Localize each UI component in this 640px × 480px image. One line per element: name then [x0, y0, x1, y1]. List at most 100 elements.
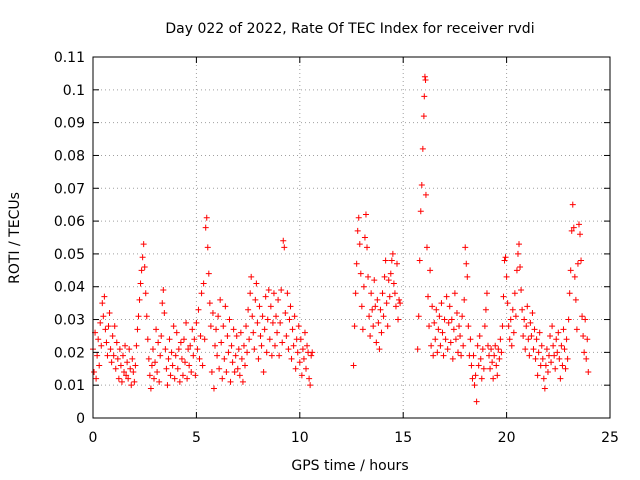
y-tick-label: 0.04: [54, 280, 85, 296]
data-point: [419, 145, 426, 152]
data-point: [469, 375, 476, 382]
data-point: [479, 346, 486, 353]
data-point: [132, 362, 139, 369]
data-point: [258, 342, 265, 349]
data-point: [464, 273, 471, 280]
data-point: [434, 349, 441, 356]
data-point: [517, 264, 524, 271]
data-point: [219, 375, 226, 382]
data-point: [229, 359, 236, 366]
data-point: [574, 260, 581, 267]
data-point: [472, 372, 479, 379]
data-point: [470, 352, 477, 359]
data-point: [156, 378, 163, 385]
data-point: [524, 303, 531, 310]
data-point: [129, 355, 136, 362]
data-point: [189, 326, 196, 333]
data-point: [273, 313, 280, 320]
data-point: [185, 346, 192, 353]
data-point: [526, 352, 533, 359]
data-point: [206, 300, 213, 307]
data-point: [148, 362, 155, 369]
data-point: [190, 352, 197, 359]
data-point: [499, 323, 506, 330]
data-point: [212, 342, 219, 349]
data-point: [556, 355, 563, 362]
data-point: [145, 355, 152, 362]
y-tick-label: 0.08: [54, 148, 85, 164]
data-point: [234, 365, 241, 372]
data-point: [278, 287, 285, 294]
data-point: [240, 342, 247, 349]
data-point: [447, 339, 454, 346]
y-tick-labels: 0 0.01 0.02 0.03 0.04 0.05 0.06 0.07 0.08 0.09 0.1…: [54, 50, 85, 427]
data-point: [182, 359, 189, 366]
data-point: [570, 224, 577, 231]
data-point: [378, 329, 385, 336]
data-point: [416, 257, 423, 264]
x-tick-label: 15: [394, 430, 412, 446]
data-point: [260, 369, 267, 376]
y-tick-label: 0: [76, 411, 85, 427]
data-point: [503, 273, 510, 280]
data-point: [534, 372, 541, 379]
data-point: [374, 296, 381, 303]
data-point: [547, 332, 554, 339]
data-point: [428, 342, 435, 349]
data-point: [255, 355, 262, 362]
data-point: [109, 332, 116, 339]
data-point: [208, 369, 215, 376]
data-point: [144, 336, 151, 343]
data-point: [478, 375, 485, 382]
data-point: [585, 369, 592, 376]
x-tick-label: 5: [192, 430, 201, 446]
data-point: [573, 326, 580, 333]
data-point: [493, 362, 500, 369]
data-point: [446, 303, 453, 310]
x-tick-label: 10: [291, 430, 309, 446]
data-point: [184, 375, 191, 382]
data-point: [162, 346, 169, 353]
data-point: [104, 352, 111, 359]
data-point: [180, 336, 187, 343]
y-tick-label: 0.07: [54, 181, 85, 197]
data-point: [270, 290, 277, 297]
data-point: [304, 342, 311, 349]
data-point: [269, 319, 276, 326]
data-point: [380, 313, 387, 320]
data-point: [563, 336, 570, 343]
data-point: [289, 326, 296, 333]
data-point: [179, 372, 186, 379]
data-point: [511, 290, 518, 297]
data-point: [224, 332, 231, 339]
data-point: [513, 267, 520, 274]
data-point: [391, 290, 398, 297]
data-point: [118, 378, 125, 385]
data-point: [437, 342, 444, 349]
data-point: [500, 293, 507, 300]
data-point: [528, 332, 535, 339]
data-point: [552, 365, 559, 372]
y-tick-label: 0.02: [54, 345, 85, 361]
data-point: [375, 319, 382, 326]
data-point: [116, 346, 123, 353]
data-point: [584, 336, 591, 343]
data-point: [480, 365, 487, 372]
data-point: [366, 313, 373, 320]
data-point: [449, 355, 456, 362]
data-point: [390, 280, 397, 287]
data-point: [523, 323, 530, 330]
data-point: [214, 352, 221, 359]
data-point: [577, 231, 584, 238]
data-point: [136, 296, 143, 303]
data-point: [261, 326, 268, 333]
data-point: [484, 342, 491, 349]
data-point: [217, 296, 224, 303]
data-point: [459, 313, 466, 320]
data-point: [435, 326, 442, 333]
plot-frame: [92, 56, 611, 419]
data-point: [154, 369, 161, 376]
data-point: [483, 290, 490, 297]
data-point: [306, 375, 313, 382]
data-point: [204, 244, 211, 251]
